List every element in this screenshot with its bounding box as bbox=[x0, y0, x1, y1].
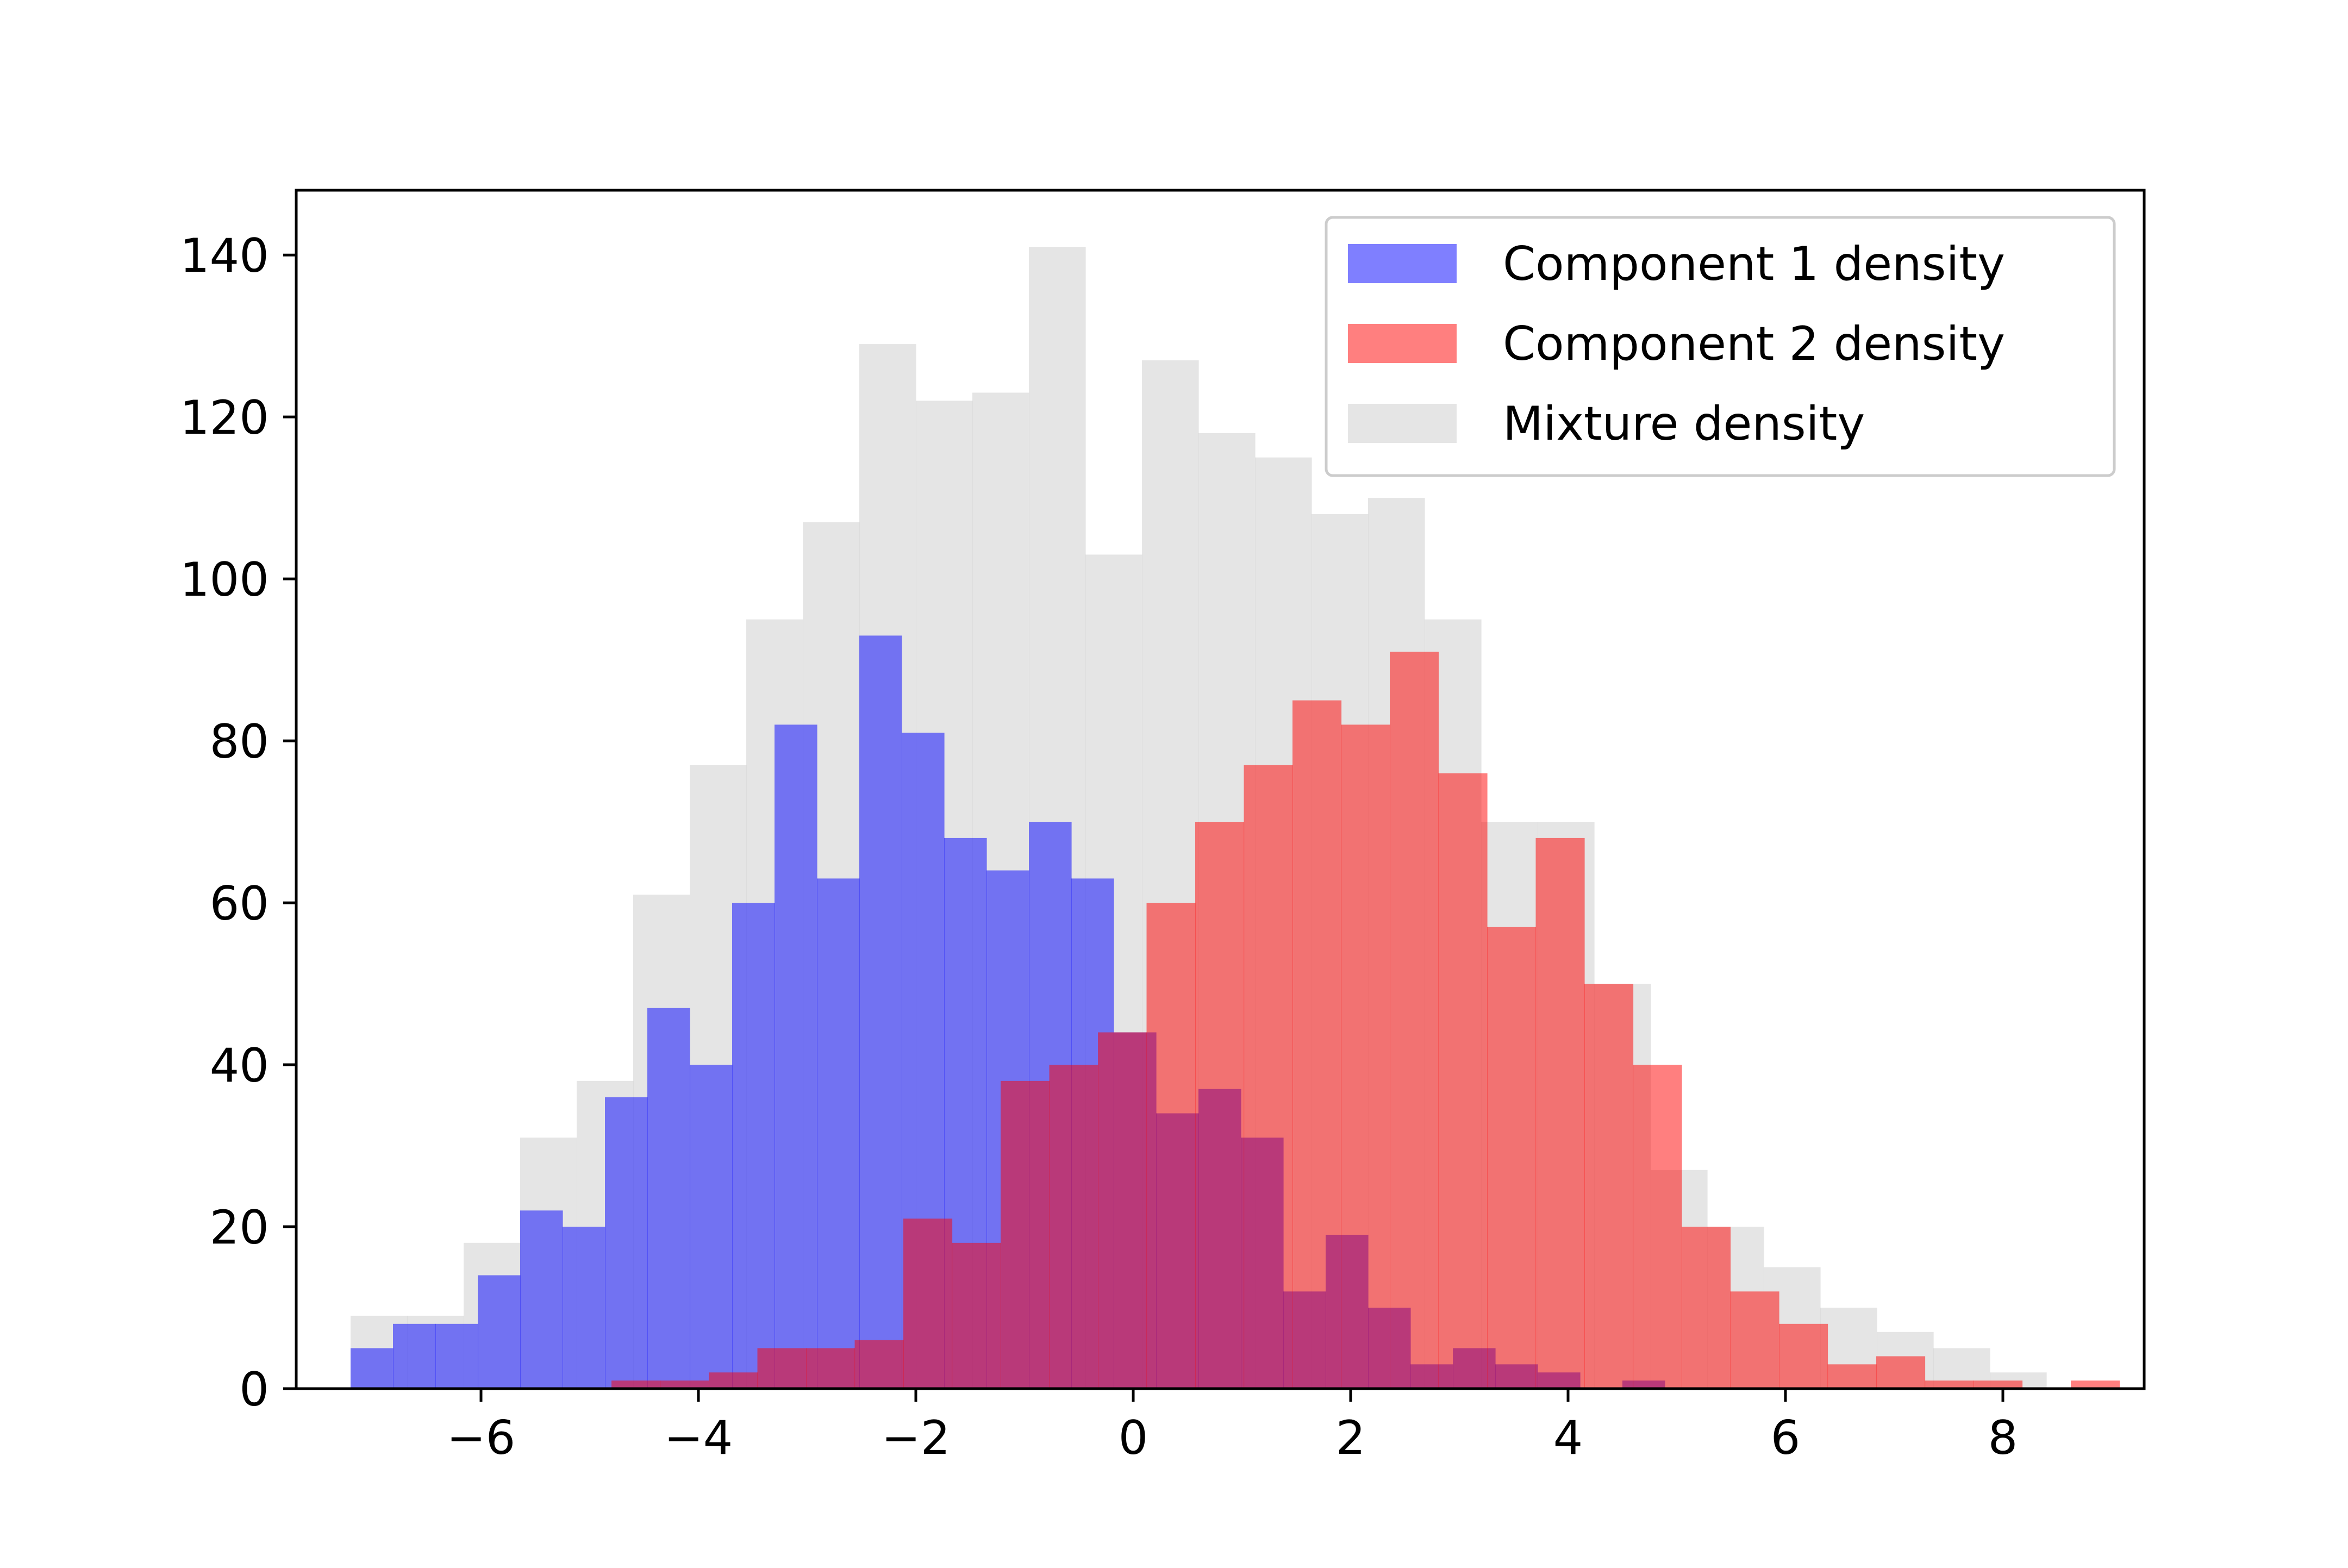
component2-bar bbox=[2071, 1380, 2120, 1389]
legend-label: Component 2 density bbox=[1503, 317, 2005, 371]
x-tick-label: 0 bbox=[1119, 1411, 1148, 1465]
x-tick-label: 6 bbox=[1771, 1411, 1801, 1465]
component2-bar bbox=[1001, 1080, 1050, 1389]
component2-bar bbox=[1438, 773, 1488, 1389]
component1-bar bbox=[478, 1275, 521, 1389]
component2-bar bbox=[1974, 1380, 2023, 1389]
component1-bar bbox=[393, 1323, 436, 1389]
legend-swatch bbox=[1348, 404, 1457, 443]
y-tick-label: 100 bbox=[180, 553, 269, 607]
component2-bar bbox=[1779, 1323, 1828, 1389]
component2-bar bbox=[1584, 984, 1634, 1389]
component1-bar bbox=[647, 1008, 690, 1389]
legend: Component 1 density Component 2 density Mi… bbox=[1325, 216, 2116, 477]
component1-bar bbox=[605, 1097, 648, 1389]
x-axis: −6 −4 −2 0 2 4 6 8 bbox=[447, 1389, 2018, 1465]
component2-bar bbox=[1487, 927, 1537, 1389]
component2-bar bbox=[1341, 724, 1390, 1389]
plot-frame bbox=[295, 189, 2146, 1390]
legend-swatch bbox=[1348, 324, 1457, 363]
x-tick-label: −6 bbox=[447, 1411, 516, 1465]
component2-bar bbox=[1195, 822, 1245, 1389]
y-tick-label: 60 bbox=[210, 877, 269, 931]
component2-bar bbox=[1146, 903, 1196, 1389]
component1-bar bbox=[563, 1227, 605, 1389]
component1-bar bbox=[690, 1065, 733, 1389]
x-tick-label: −2 bbox=[882, 1411, 951, 1465]
legend-label: Component 1 density bbox=[1503, 237, 2005, 291]
component2-bar bbox=[1292, 700, 1342, 1389]
component2-bar bbox=[806, 1348, 855, 1389]
component2-bar bbox=[611, 1380, 661, 1389]
component2-bar bbox=[1098, 1032, 1147, 1389]
component2-bar bbox=[1244, 765, 1293, 1389]
component1-bar bbox=[775, 724, 817, 1389]
x-tick-label: 2 bbox=[1336, 1411, 1366, 1465]
component2-bar bbox=[1049, 1065, 1098, 1389]
component2-bar bbox=[757, 1348, 807, 1389]
component2-bar bbox=[854, 1340, 904, 1389]
component1-bar bbox=[817, 878, 860, 1389]
legend-box bbox=[1325, 216, 2116, 477]
component1-bar bbox=[351, 1348, 394, 1389]
component2-bar bbox=[1535, 838, 1585, 1389]
y-axis: 0 20 40 60 80 100 120 140 bbox=[180, 229, 296, 1417]
component1-bar bbox=[732, 903, 775, 1389]
x-tick-label: −4 bbox=[664, 1411, 733, 1465]
component2-bar bbox=[1827, 1364, 1877, 1389]
component2-bar bbox=[952, 1242, 1001, 1389]
component-2-bars bbox=[611, 652, 2120, 1389]
y-tick-label: 120 bbox=[180, 391, 269, 445]
component2-bar bbox=[1876, 1356, 1926, 1389]
x-tick-label: 8 bbox=[1988, 1411, 2018, 1465]
legend-swatch bbox=[1348, 244, 1457, 283]
component2-bar bbox=[903, 1219, 953, 1389]
legend-label: Mixture density bbox=[1503, 397, 1865, 451]
component2-bar bbox=[660, 1380, 709, 1389]
component1-bar bbox=[520, 1210, 563, 1389]
component2-bar bbox=[1390, 652, 1439, 1389]
component1-bar bbox=[435, 1323, 478, 1389]
component2-bar bbox=[1682, 1227, 1731, 1389]
y-tick-label: 20 bbox=[210, 1201, 269, 1255]
component2-bar bbox=[1925, 1380, 1974, 1389]
y-tick-label: 140 bbox=[180, 229, 269, 283]
component2-bar bbox=[1633, 1065, 1682, 1389]
component1-bar bbox=[859, 635, 902, 1389]
y-tick-label: 40 bbox=[210, 1039, 269, 1093]
x-tick-label: 4 bbox=[1553, 1411, 1583, 1465]
component2-bar bbox=[1730, 1291, 1779, 1389]
y-tick-label: 0 bbox=[239, 1363, 269, 1417]
y-tick-label: 80 bbox=[210, 715, 269, 769]
component2-bar bbox=[709, 1372, 758, 1389]
